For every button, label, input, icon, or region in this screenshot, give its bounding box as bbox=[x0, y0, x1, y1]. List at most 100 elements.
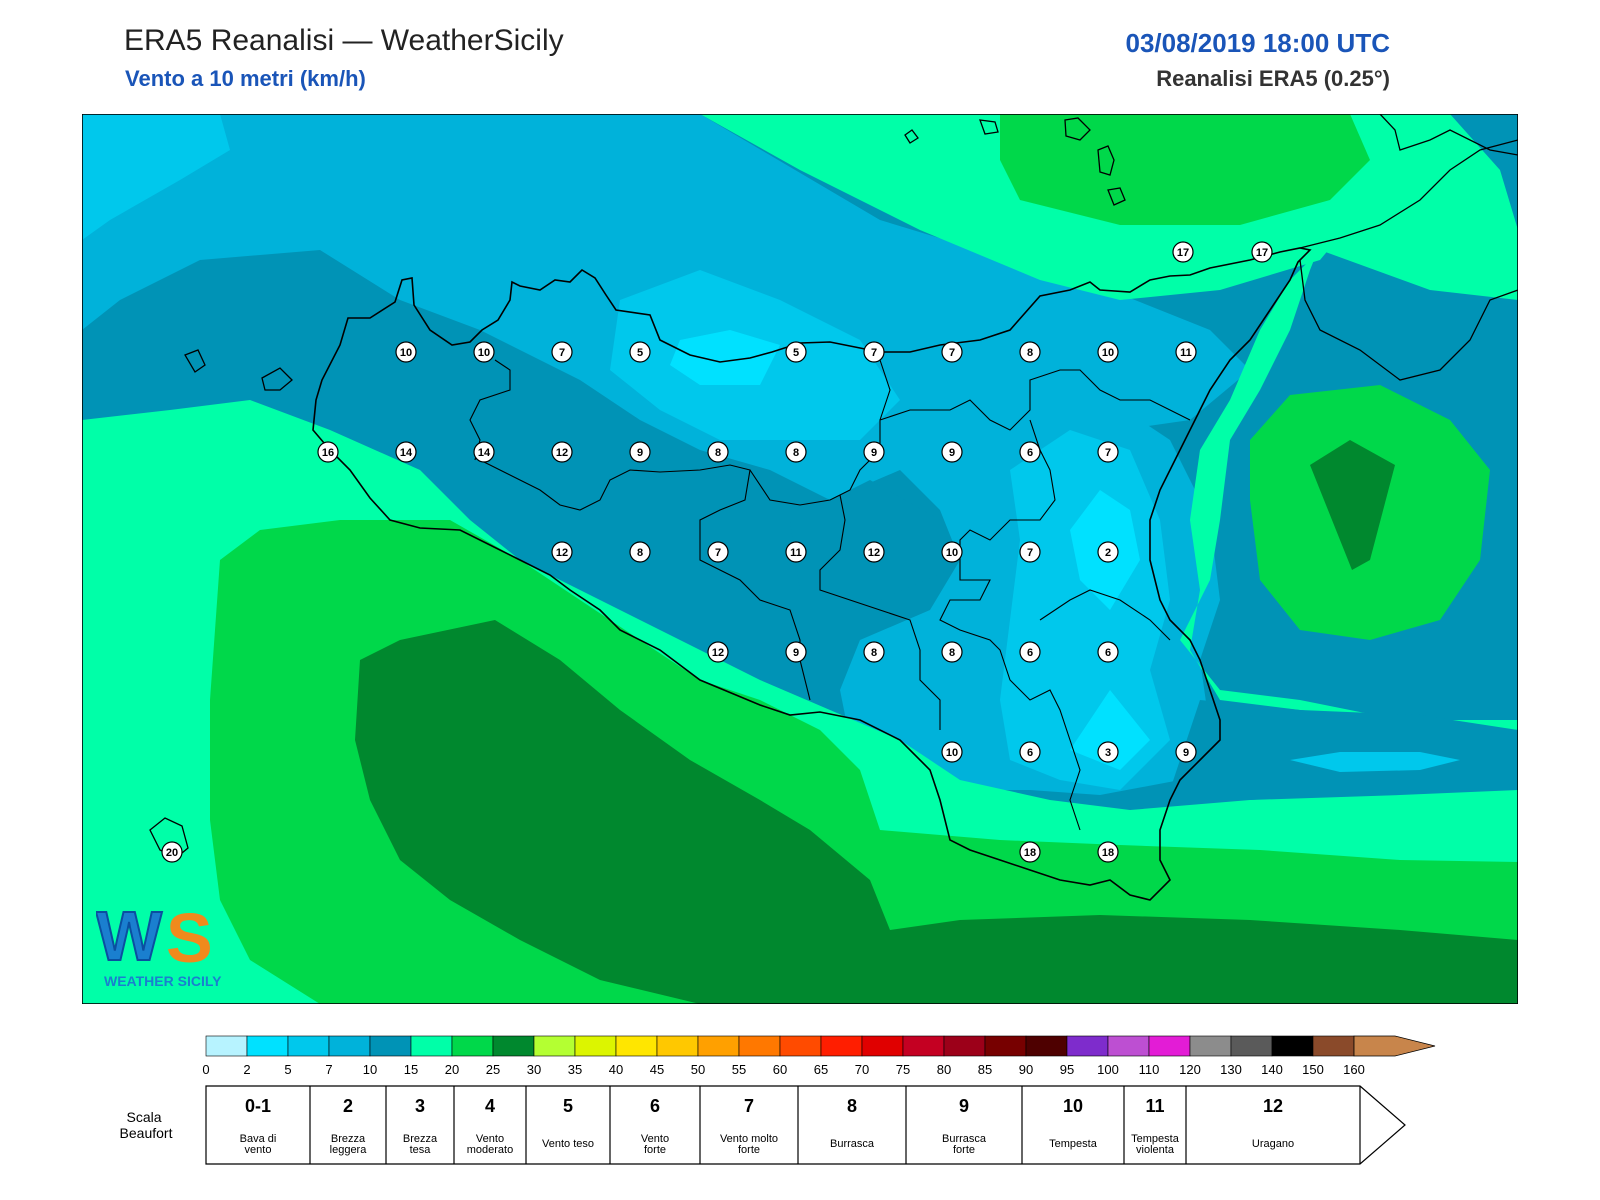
station-value: 8 bbox=[1027, 347, 1033, 359]
station-value: 9 bbox=[949, 447, 955, 459]
station-value: 14 bbox=[400, 447, 413, 459]
colorbar-segment bbox=[246, 1035, 289, 1057]
colorbar-tick: 50 bbox=[691, 1062, 705, 1077]
station-marker: 9 bbox=[941, 441, 963, 463]
beaufort-number: 5 bbox=[563, 1096, 573, 1116]
station-value: 7 bbox=[1027, 547, 1033, 559]
station-value: 2 bbox=[1105, 547, 1111, 559]
colorbar-segment bbox=[697, 1035, 740, 1057]
colorbar-segment bbox=[1312, 1035, 1355, 1057]
station-value: 10 bbox=[946, 747, 958, 759]
wind-field-20-25-north bbox=[1000, 114, 1370, 225]
station-value: 11 bbox=[790, 547, 802, 559]
svg-text:W: W bbox=[96, 900, 162, 975]
colorbar-tick: 65 bbox=[814, 1062, 828, 1077]
station-marker: 12 bbox=[551, 541, 573, 563]
colorbar-tick: 30 bbox=[527, 1062, 541, 1077]
station-value: 7 bbox=[949, 347, 955, 359]
beaufort-number: 2 bbox=[343, 1096, 353, 1116]
station-marker: 9 bbox=[629, 441, 651, 463]
wind-field-25-30-south bbox=[355, 620, 1518, 1004]
colorbar-tick: 20 bbox=[445, 1062, 459, 1077]
station-marker: 9 bbox=[785, 641, 807, 663]
station-marker: 8 bbox=[1019, 341, 1041, 363]
beaufort-number: 11 bbox=[1145, 1096, 1164, 1116]
station-value: 16 bbox=[322, 447, 334, 459]
station-value: 11 bbox=[1180, 347, 1192, 359]
station-value: 20 bbox=[166, 847, 178, 859]
colorbar-tick: 95 bbox=[1060, 1062, 1074, 1077]
station-values: 17 17 10 10 7 5 5 7 7 8 10 11 16 14 14 12 9 8 8 9 9 6 7 12 8 7 11 1… bbox=[161, 241, 1273, 863]
colorbar-tick: 150 bbox=[1302, 1062, 1324, 1077]
colorbar-segment bbox=[1353, 1035, 1436, 1057]
station-marker: 2 bbox=[1097, 541, 1119, 563]
logo-text: WEATHER SICILY bbox=[104, 973, 222, 989]
colorbar-segment bbox=[1107, 1035, 1150, 1057]
wind-field-25-30-east bbox=[1310, 440, 1395, 570]
station-marker: 6 bbox=[1019, 641, 1041, 663]
station-marker: 18 bbox=[1097, 841, 1119, 863]
station-value: 8 bbox=[949, 647, 955, 659]
colorbar-segment bbox=[1230, 1035, 1273, 1057]
map-title: ERA5 Reanalisi — WeatherSicily bbox=[124, 24, 564, 57]
colorbar-segment bbox=[533, 1035, 576, 1057]
station-marker: 6 bbox=[1019, 741, 1041, 763]
beaufort-description: Bava di vento bbox=[240, 1133, 277, 1156]
colorbar-segment bbox=[820, 1035, 863, 1057]
station-marker: 6 bbox=[1097, 641, 1119, 663]
colorbar-segment bbox=[287, 1035, 330, 1057]
colorbar-tick: 2 bbox=[243, 1062, 250, 1077]
station-marker: 12 bbox=[551, 441, 573, 463]
station-marker: 12 bbox=[707, 641, 729, 663]
colorbar-segment bbox=[1148, 1035, 1191, 1057]
wind-field-2-5-east2 bbox=[1070, 690, 1150, 770]
colorbar-segment bbox=[410, 1035, 453, 1057]
colorbar-segment bbox=[451, 1035, 494, 1057]
wind-field-7-10-nw bbox=[82, 114, 230, 240]
colorbar-tick: 5 bbox=[284, 1062, 291, 1077]
colorbar-tick: 140 bbox=[1261, 1062, 1283, 1077]
station-marker: 5 bbox=[785, 341, 807, 363]
station-value: 9 bbox=[1183, 747, 1189, 759]
colorbar-segment bbox=[1189, 1035, 1232, 1057]
station-value: 6 bbox=[1105, 647, 1111, 659]
station-value: 18 bbox=[1102, 847, 1114, 859]
colorbar-segment bbox=[369, 1035, 412, 1057]
station-marker: 20 bbox=[161, 841, 183, 863]
colorbar-tick: 90 bbox=[1019, 1062, 1033, 1077]
station-marker: 10 bbox=[473, 341, 495, 363]
map-subtitle: Vento a 10 metri (km/h) bbox=[125, 66, 366, 91]
beaufort-number: 12 bbox=[1263, 1096, 1283, 1116]
wind-field-10-15-se bbox=[1170, 700, 1518, 800]
colorbar-ticks: 0 2 5 7 10 15 20 25 30 35 40 45 50 55 60 65 70 75 80 85 90 95… bbox=[202, 1062, 1364, 1077]
wind-legend: 0 2 5 7 10 15 20 25 30 35 40 45 50 55 60 65 70 75 80 85 90 95… bbox=[120, 1035, 1436, 1165]
station-marker: 7 bbox=[941, 341, 963, 363]
station-value: 8 bbox=[871, 647, 877, 659]
colorbar-tick: 7 bbox=[325, 1062, 332, 1077]
colorbar-tick: 0 bbox=[202, 1062, 209, 1077]
colorbar-tick: 35 bbox=[568, 1062, 582, 1077]
beaufort-number: 6 bbox=[650, 1096, 660, 1116]
station-marker: 10 bbox=[1097, 341, 1119, 363]
station-value: 8 bbox=[715, 447, 721, 459]
beaufort-description: Burrasca bbox=[830, 1138, 875, 1150]
station-value: 5 bbox=[637, 347, 643, 359]
colorbar-segment bbox=[984, 1035, 1027, 1057]
colorbar-tick: 110 bbox=[1139, 1062, 1160, 1077]
station-marker: 10 bbox=[941, 741, 963, 763]
beaufort-number: 3 bbox=[415, 1096, 425, 1116]
colorbar bbox=[205, 1035, 1436, 1057]
beaufort-number: 9 bbox=[959, 1096, 969, 1116]
beaufort-number: 7 bbox=[744, 1096, 754, 1116]
station-value: 7 bbox=[871, 347, 877, 359]
colorbar-tick: 120 bbox=[1179, 1062, 1201, 1077]
colorbar-tick: 45 bbox=[650, 1062, 664, 1077]
beaufort-label: Scala Beaufort bbox=[120, 1109, 173, 1141]
station-marker: 16 bbox=[317, 441, 339, 463]
station-marker: 12 bbox=[863, 541, 885, 563]
station-value: 17 bbox=[1177, 247, 1189, 259]
colorbar-segment bbox=[492, 1035, 535, 1057]
beaufort-description: Vento moderato bbox=[467, 1133, 513, 1156]
colorbar-tick: 160 bbox=[1343, 1062, 1365, 1077]
station-value: 7 bbox=[559, 347, 565, 359]
